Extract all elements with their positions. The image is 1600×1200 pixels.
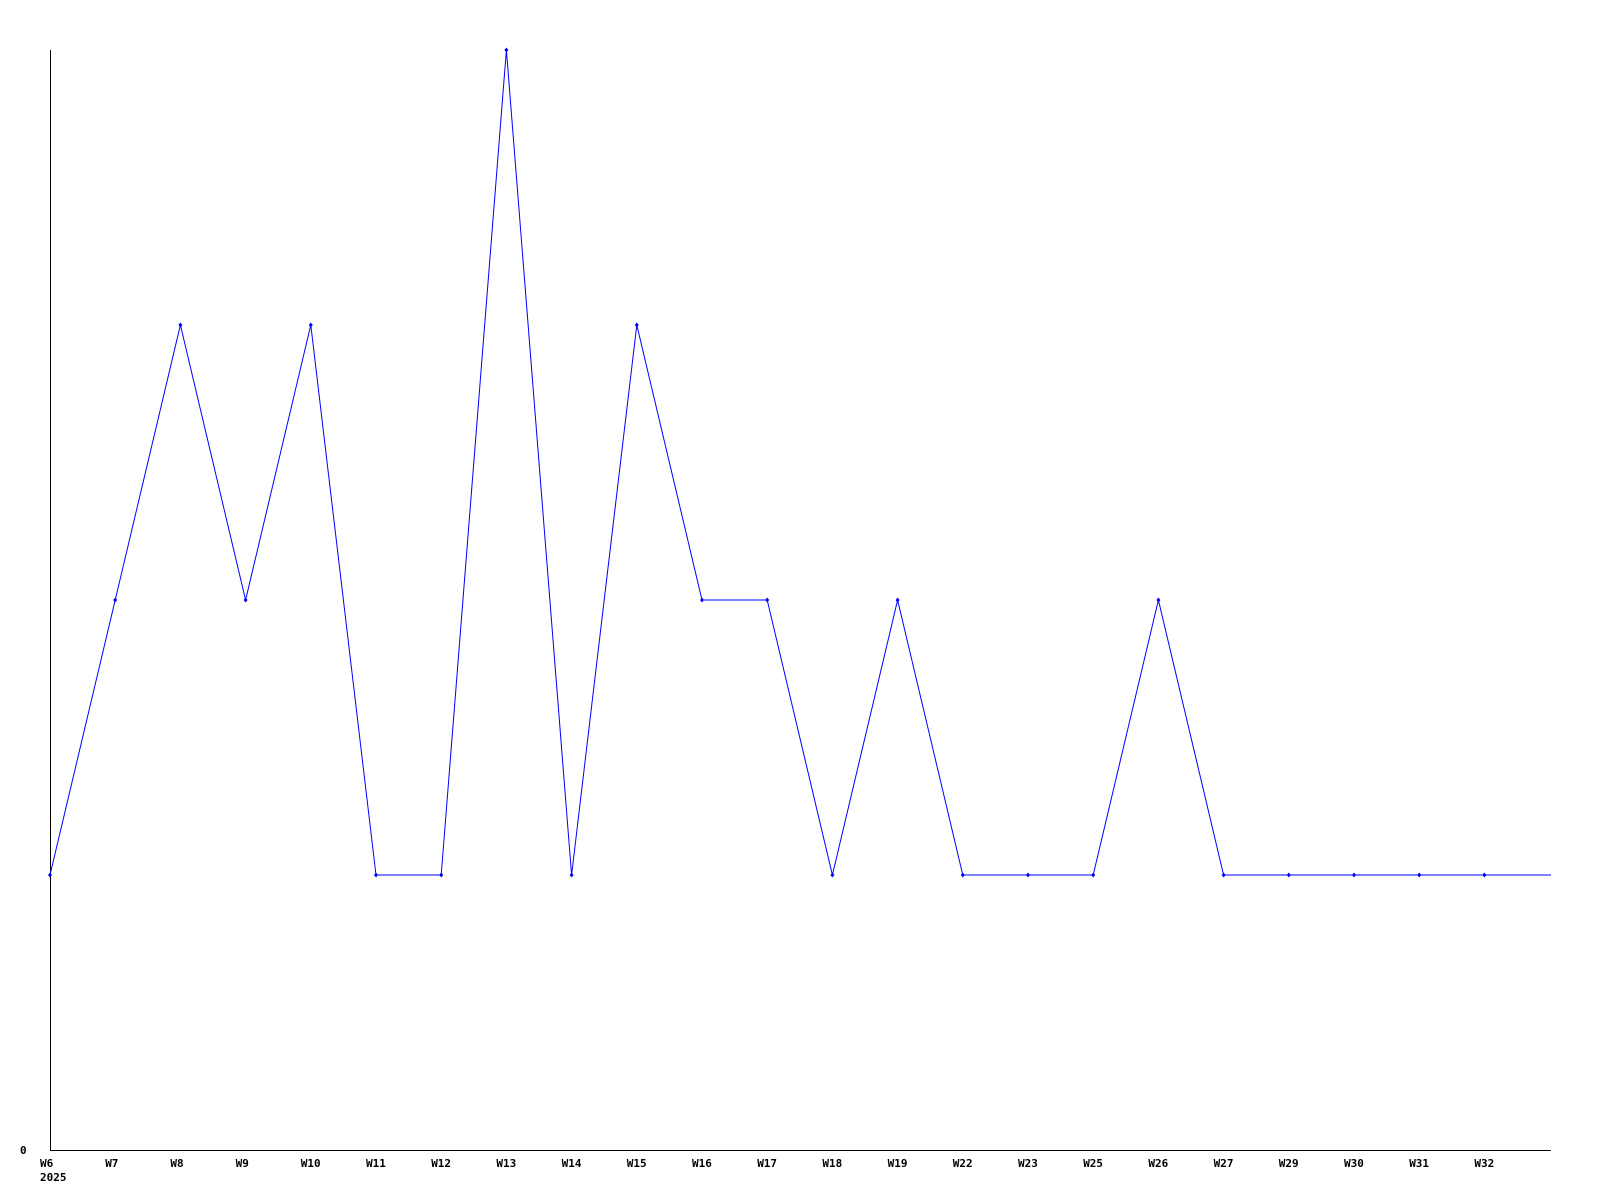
x-tick-label: W11 bbox=[366, 1157, 386, 1170]
x-tick-label: W8 bbox=[170, 1157, 183, 1170]
data-point bbox=[1286, 872, 1291, 878]
x-tick-label: W13 bbox=[496, 1157, 516, 1170]
data-point bbox=[1026, 872, 1030, 878]
x-tick-label: W26 bbox=[1148, 1157, 1168, 1170]
x-tick-label: W32 bbox=[1474, 1157, 1494, 1170]
x-tick-label: W23 bbox=[1018, 1157, 1038, 1170]
data-point bbox=[48, 872, 52, 878]
data-point bbox=[1091, 872, 1096, 878]
data-point bbox=[113, 597, 118, 603]
x-tick-label: W6 bbox=[40, 1157, 54, 1170]
y-tick-label-0: 0 bbox=[20, 1144, 27, 1157]
x-tick-label: W9 bbox=[236, 1157, 249, 1170]
x-tick-label: W22 bbox=[953, 1157, 973, 1170]
data-point bbox=[243, 597, 248, 603]
data-point bbox=[960, 872, 965, 878]
series-line bbox=[49, 49, 1551, 876]
data-point bbox=[1221, 872, 1226, 878]
data-point bbox=[374, 872, 378, 878]
data-point bbox=[1482, 872, 1487, 878]
data-point bbox=[504, 47, 509, 53]
data-point bbox=[439, 872, 444, 878]
data-point bbox=[895, 597, 900, 603]
x-tick-label: W10 bbox=[301, 1157, 321, 1170]
x-tick-label: W19 bbox=[888, 1157, 908, 1170]
x-tick-label: W29 bbox=[1279, 1157, 1299, 1170]
data-point bbox=[830, 872, 835, 878]
x-tick-label: W30 bbox=[1344, 1157, 1364, 1170]
x-tick-label: W25 bbox=[1083, 1157, 1103, 1170]
x-tick-label: W12 bbox=[431, 1157, 451, 1170]
data-point bbox=[178, 322, 183, 328]
x-tick-label: W16 bbox=[692, 1157, 712, 1170]
x-tick-label: W17 bbox=[757, 1157, 777, 1170]
data-point bbox=[634, 322, 639, 328]
x-tick-label: W27 bbox=[1214, 1157, 1234, 1170]
x-tick-label: W18 bbox=[822, 1157, 842, 1170]
data-point bbox=[1417, 872, 1422, 878]
data-point bbox=[1352, 872, 1356, 878]
x-tick-label: W14 bbox=[562, 1157, 582, 1170]
x-sublabel-year: 2025 bbox=[40, 1171, 67, 1184]
data-point bbox=[308, 322, 313, 328]
x-tick-label: W15 bbox=[627, 1157, 647, 1170]
data-point bbox=[700, 597, 704, 603]
x-tick-label: W31 bbox=[1409, 1157, 1429, 1170]
data-point bbox=[569, 872, 574, 878]
x-tick-label: W7 bbox=[105, 1157, 118, 1170]
data-point bbox=[1156, 597, 1161, 603]
data-point bbox=[765, 597, 770, 603]
